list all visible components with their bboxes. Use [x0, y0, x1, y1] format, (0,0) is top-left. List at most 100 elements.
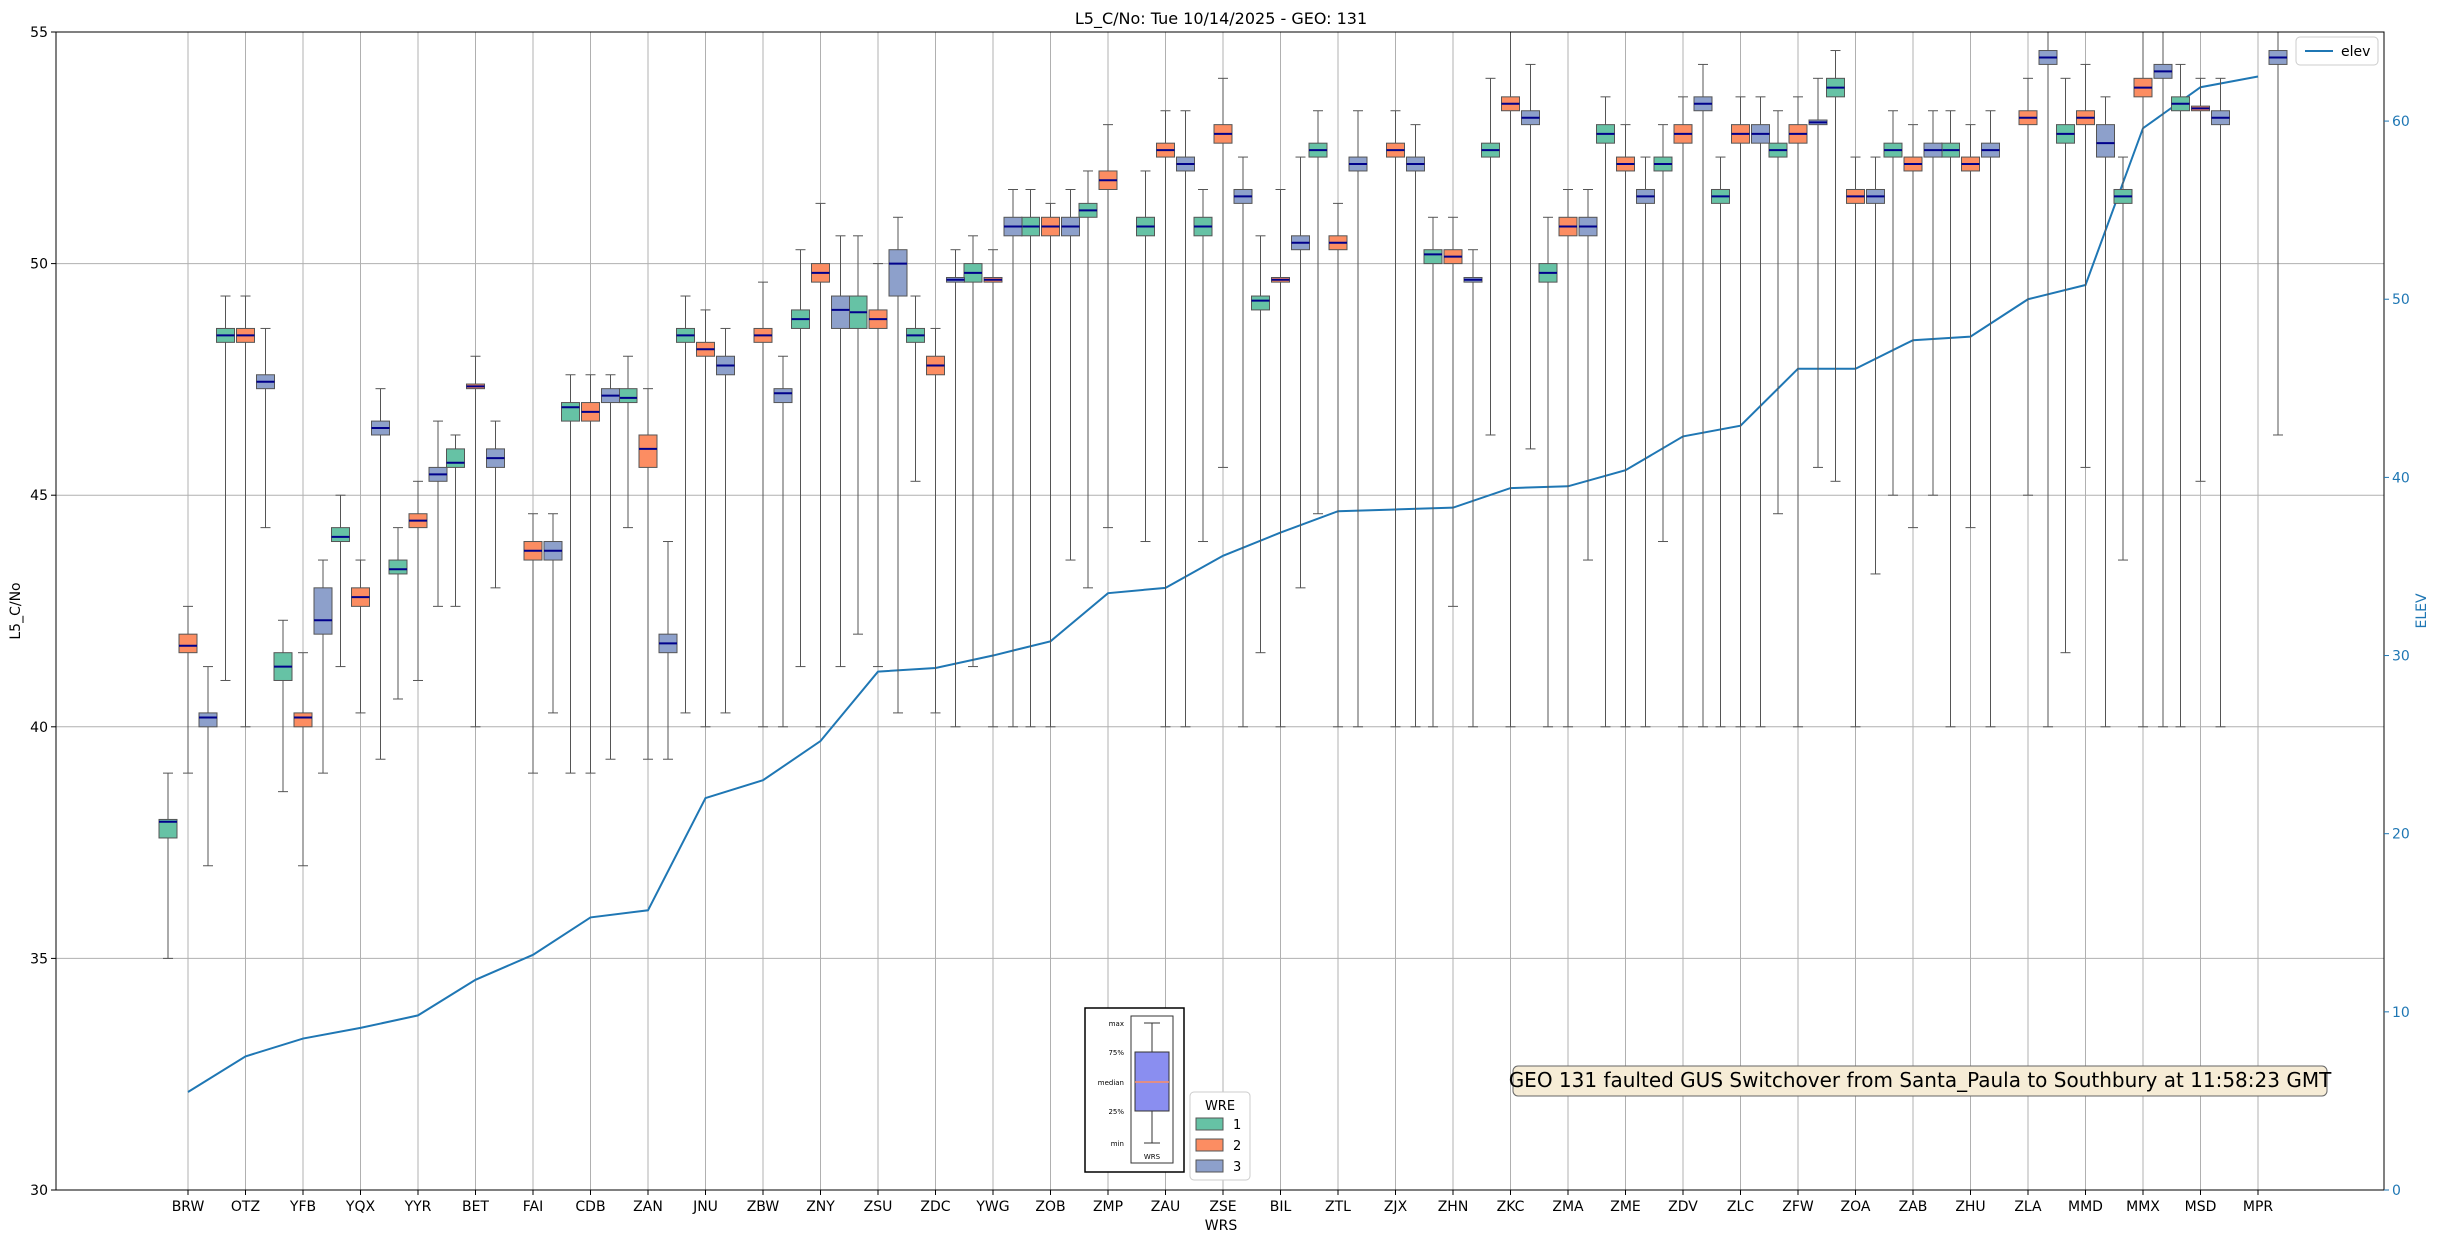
box-wre2-yyr — [408, 480, 428, 681]
wre-legend-frame — [1189, 1091, 1251, 1181]
box-wre2-zmp — [1098, 124, 1118, 529]
box-wre1-mmx — [2113, 156, 2133, 561]
box-wre3-brw — [198, 666, 218, 867]
x-tick-label: FAI — [523, 1199, 543, 1215]
box-wre2-zme — [1616, 124, 1635, 728]
box-wre3-fai — [543, 513, 563, 714]
box-wre2-cdb — [581, 374, 600, 774]
box-wre1-yyr — [388, 527, 408, 700]
box-wre3-cdb — [601, 374, 620, 760]
box-wre1-ywg — [963, 235, 983, 668]
box-wre3-mmd — [2096, 96, 2115, 728]
box-wre3-zhu — [1981, 110, 2000, 728]
box-wre2-zob — [1041, 202, 1060, 728]
y-axis-label: L5_C/No — [8, 582, 24, 639]
y-axis-left: 30 35 40 45 50 55 — [30, 25, 56, 1199]
box-key-label-median: median — [1098, 1079, 1124, 1087]
box-wre1-zma — [1538, 216, 1558, 728]
box-wre2-zbw — [753, 281, 773, 728]
x-tick-label: ZMA — [1552, 1199, 1584, 1215]
x-tick-label: BIL — [1270, 1199, 1292, 1215]
box-body — [888, 249, 908, 297]
box-wre2-zlc — [1731, 96, 1750, 728]
y2-tick-label: 60 — [2392, 114, 2410, 130]
box-wre3-otz — [256, 327, 275, 529]
box-wre2-mmd — [2076, 63, 2095, 468]
x-tick-label: ZME — [1610, 1199, 1641, 1215]
box-wre3-ztl — [1348, 110, 1368, 728]
box-wre1-otz — [216, 295, 235, 681]
box-wre3-zme — [1636, 156, 1655, 728]
box-wre3-zjx — [1406, 124, 1425, 728]
box-wre3-zlc — [1751, 96, 1770, 728]
box-wre1-zfw — [1768, 110, 1788, 515]
box-body — [313, 587, 333, 635]
box-wre2-zma — [1558, 188, 1578, 728]
wre-legend-label-2: 2 — [1233, 1139, 1241, 1154]
box-body — [773, 388, 793, 404]
box-wre2-bet — [466, 355, 485, 728]
x-tick-label: ZSE — [1209, 1199, 1236, 1215]
wre-legend-title: WRE — [1205, 1099, 1235, 1114]
x-tick-label: ZHN — [1438, 1199, 1469, 1215]
y2-tick-label: 10 — [2392, 1005, 2410, 1021]
box-wre1-zkc — [1481, 77, 1500, 436]
box-wre3-zfw — [1808, 77, 1828, 468]
box-wre1-zsu — [848, 235, 868, 635]
y2-axis-label: ELEV — [2414, 593, 2430, 628]
x-axis-label: WRS — [1205, 1218, 1238, 1234]
box-wre1-zny — [791, 249, 810, 668]
box-wre3-zbw — [773, 355, 793, 728]
box-wre3-zdc — [946, 249, 965, 728]
box-key-label-max: max — [1109, 1020, 1124, 1028]
x-tick-label: ZDV — [1668, 1199, 1698, 1215]
box-wre1-yqx — [331, 494, 350, 668]
y2-tick-label: 0 — [2392, 1183, 2401, 1199]
box-body — [198, 712, 218, 728]
box-wre1-msd — [2171, 63, 2190, 728]
box-wre3-msd — [2211, 77, 2230, 728]
box-wre1-mmd — [2056, 77, 2075, 654]
box-wre1-zab — [1883, 110, 1903, 496]
x-tick-label: OTZ — [231, 1199, 260, 1215]
x-tick-label: ZLC — [1727, 1199, 1754, 1215]
y2-tick-label: 30 — [2392, 649, 2410, 665]
x-tick-label: ZFW — [1782, 1199, 1814, 1215]
x-tick-label: MMD — [2068, 1199, 2103, 1215]
y2-tick-label: 40 — [2392, 470, 2410, 486]
y-tick-label: 50 — [30, 257, 48, 273]
x-tick-label: ZAU — [1151, 1199, 1180, 1215]
box-wre1-zdc — [906, 295, 925, 482]
y-tick-label: 55 — [30, 25, 48, 41]
wre-legend-label-3: 3 — [1233, 1160, 1241, 1175]
x-tick-label: MPR — [2243, 1199, 2274, 1215]
x-tick-label: ZHU — [1955, 1199, 1985, 1215]
box-wre1-jnu — [676, 295, 695, 714]
box-body — [293, 712, 313, 728]
box-body — [561, 402, 580, 422]
x-tick-label: CDB — [575, 1199, 605, 1215]
x-tick-label: ZMP — [1093, 1199, 1123, 1215]
box-wre2-zdv — [1673, 96, 1693, 728]
box-wre3-zhn — [1463, 249, 1483, 728]
x-tick-label: JNU — [692, 1199, 718, 1215]
box-wre3-bet — [486, 420, 505, 589]
x-tick-label: ZKC — [1497, 1199, 1525, 1215]
box-wre2-yfb — [293, 652, 313, 867]
box-wre2-zab — [1903, 124, 1923, 529]
x-tick-label: ZAB — [1899, 1199, 1928, 1215]
box-body — [331, 527, 350, 543]
box-wre3-zau — [1176, 110, 1195, 728]
box-wre2-zse — [1213, 77, 1233, 468]
box-wre3-zla — [2038, 31, 2058, 728]
x-tick-label: ZAN — [633, 1199, 663, 1215]
y-tick-label: 45 — [30, 488, 48, 504]
box-series — [158, 31, 2288, 959]
x-tick-label: ZBW — [747, 1199, 780, 1215]
box-wre1-bet — [446, 434, 465, 607]
box-body — [178, 633, 198, 654]
box-wre2-mmx — [2133, 31, 2153, 728]
elev-legend-frame — [2295, 36, 2379, 66]
x-tick-label: MSD — [2185, 1199, 2217, 1215]
